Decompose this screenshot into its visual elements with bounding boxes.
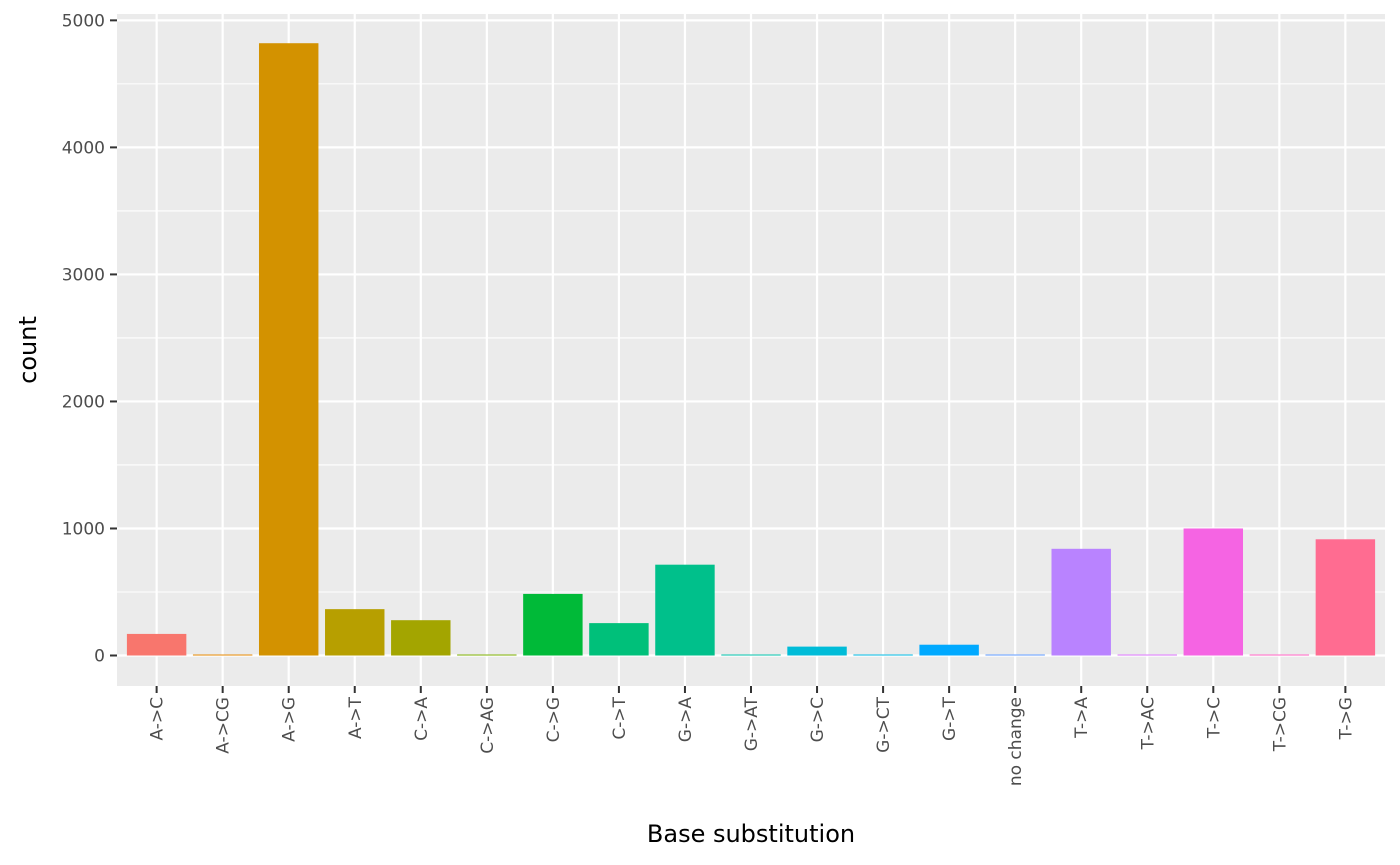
x-tick-label: T->A [1072, 697, 1092, 739]
x-tick-label: T->G [1336, 697, 1356, 740]
x-tick-label: G->A [676, 697, 696, 743]
x-tick-label: C->AG [478, 697, 498, 754]
bar [391, 620, 451, 656]
x-tick-label: G->T [940, 696, 960, 741]
x-tick-label: C->T [610, 696, 630, 739]
x-tick-label: A->T [346, 696, 366, 739]
bar [853, 654, 913, 656]
bar [919, 644, 979, 656]
x-tick-label: T->C [1204, 697, 1224, 739]
bar [457, 654, 517, 656]
bar [258, 43, 319, 656]
bar [655, 564, 715, 656]
x-tick-label: no change [1006, 697, 1026, 786]
x-tick-label: T->CG [1270, 697, 1290, 752]
y-tick-label: 5000 [62, 11, 105, 31]
bar [192, 654, 253, 656]
y-tick-label: 2000 [62, 392, 105, 412]
bar [1117, 654, 1177, 656]
bars [126, 43, 1376, 656]
x-tick-label: A->G [280, 697, 300, 742]
bar [126, 633, 187, 656]
bar [985, 654, 1045, 656]
x-tick-label: C->A [412, 697, 432, 741]
bar [1315, 539, 1376, 656]
x-tick-label: A->CG [214, 697, 234, 754]
y-tick-label: 1000 [62, 519, 105, 539]
bar [1183, 528, 1244, 656]
bar [1249, 654, 1310, 656]
x-tick-label: T->AC [1138, 697, 1158, 750]
x-axis: A->C A->CG A->G A->T C->A C->AG C->G C->T G->A G-… [148, 686, 1356, 786]
bar [325, 609, 385, 656]
x-tick-label: G->CT [874, 696, 894, 752]
x-tick-label: G->AT [742, 696, 762, 751]
bar [787, 646, 847, 656]
x-tick-label: C->G [544, 697, 564, 742]
y-tick-label: 0 [94, 647, 105, 667]
x-tick-label: A->C [148, 697, 168, 741]
bar [721, 654, 781, 656]
bar [589, 623, 649, 656]
y-tick-label: 4000 [62, 138, 105, 158]
x-axis-title: Base substitution [647, 820, 855, 848]
y-tick-label: 3000 [62, 265, 105, 285]
bar [523, 593, 583, 656]
y-axis: 0 1000 2000 3000 4000 5000 [62, 11, 117, 667]
y-axis-title: count [14, 316, 42, 384]
x-tick-label: G->C [808, 697, 828, 742]
bar [1051, 548, 1111, 656]
